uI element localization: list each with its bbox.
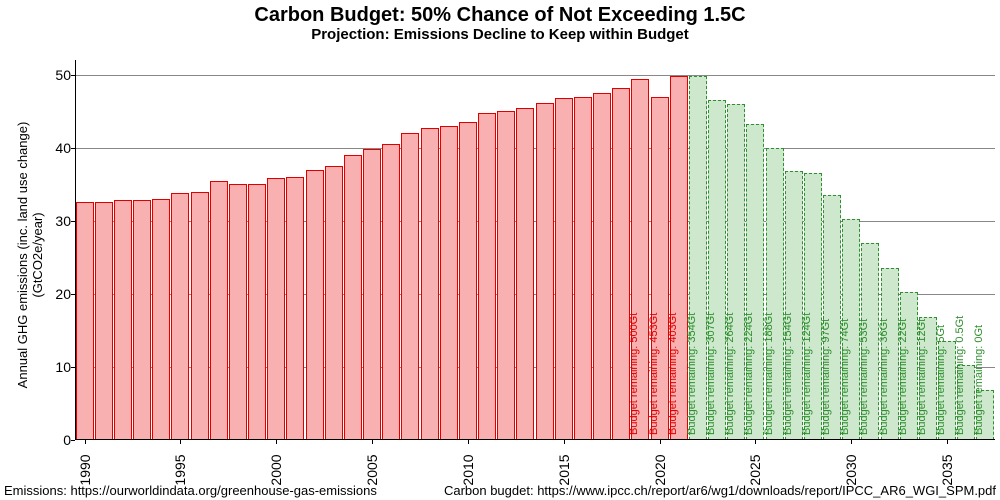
bar-2001 bbox=[286, 177, 304, 440]
bar-label-2024: Budget remaining: 264Gt bbox=[724, 313, 736, 438]
bar-1991 bbox=[95, 202, 113, 440]
chart-title: Carbon Budget: 50% Chance of Not Exceedi… bbox=[0, 0, 1000, 26]
bar-2016 bbox=[574, 97, 592, 440]
bar-2007 bbox=[401, 133, 419, 440]
bar-label-2037: Budget remaining: 0Gt bbox=[973, 325, 985, 438]
bar-2013 bbox=[516, 108, 534, 441]
y-axis-line bbox=[75, 60, 76, 440]
xtick-2010: 2010 bbox=[460, 454, 476, 485]
bar-label-2035: Budget remaining: 5Gt bbox=[935, 325, 947, 438]
xtick-2000: 2000 bbox=[268, 454, 284, 485]
bar-label-2028: Budget remaining: 124Gt bbox=[801, 313, 813, 438]
chart-subtitle: Projection: Emissions Decline to Keep wi… bbox=[0, 26, 1000, 43]
bar-1990 bbox=[76, 202, 94, 440]
xtick-2035: 2035 bbox=[939, 454, 955, 485]
bar-label-2023: Budget remaining: 307Gt bbox=[705, 313, 717, 438]
bar-label-2020: Budget remaining: 453Gt bbox=[648, 313, 660, 438]
xtick-2005: 2005 bbox=[364, 454, 380, 485]
bar-label-2025: Budget remaining: 224Gt bbox=[743, 313, 755, 438]
bar-2017 bbox=[593, 93, 611, 440]
bar-2011 bbox=[478, 113, 496, 440]
bar-1994 bbox=[152, 199, 170, 440]
ytick-40: 40 bbox=[55, 140, 71, 156]
bar-2008 bbox=[421, 128, 439, 440]
ytick-0: 0 bbox=[63, 432, 71, 448]
xtick-1995: 1995 bbox=[172, 454, 188, 485]
bar-1999 bbox=[248, 184, 266, 440]
bar-label-2033: Budget remaining: 22Gt bbox=[897, 319, 909, 438]
gridline bbox=[75, 75, 995, 76]
ytick-30: 30 bbox=[55, 213, 71, 229]
y-ticks: 01020304050 bbox=[0, 60, 75, 440]
bar-2003 bbox=[325, 166, 343, 440]
bar-1993 bbox=[133, 200, 151, 440]
plot-area: Budget remaining: 500Gt Budget remaining:… bbox=[75, 60, 995, 440]
bar-1998 bbox=[229, 184, 247, 440]
bar-2000 bbox=[267, 178, 285, 440]
bar-label-2036: Budget remaining: 0.5Gt bbox=[954, 316, 966, 438]
bar-1992 bbox=[114, 200, 132, 440]
bar-label-2029: Budget remaining: 97Gt bbox=[820, 319, 832, 438]
bar-2006 bbox=[382, 144, 400, 440]
bar-2009 bbox=[440, 126, 458, 440]
bar-label-2022: Budget remaining: 354Gt bbox=[686, 313, 698, 438]
xtick-2025: 2025 bbox=[747, 454, 763, 485]
bar-label-2026: Budget remaining: 188Gt bbox=[763, 313, 775, 438]
xtick-2015: 2015 bbox=[556, 454, 572, 485]
bar-label-2030: Budget remaining: 74Gt bbox=[839, 319, 851, 438]
xtick-2030: 2030 bbox=[843, 454, 859, 485]
bar-2014 bbox=[536, 103, 554, 440]
bar-2015 bbox=[555, 98, 573, 440]
bar-label-2032: Budget remaining: 36Gt bbox=[878, 319, 890, 438]
bar-label-2021: Budget remaining: 403Gt bbox=[667, 313, 679, 438]
ytick-20: 20 bbox=[55, 286, 71, 302]
ytick-50: 50 bbox=[55, 67, 71, 83]
xtick-2020: 2020 bbox=[652, 454, 668, 485]
ytick-10: 10 bbox=[55, 359, 71, 375]
x-ticks: 1990199520002005201020152020202520302035 bbox=[75, 440, 995, 480]
footer-left: Emissions: https://ourworldindata.org/gr… bbox=[4, 483, 377, 498]
footer-right: Carbon bugdet: https://www.ipcc.ch/repor… bbox=[444, 483, 996, 498]
bar-label-2027: Budget remaining: 154Gt bbox=[782, 313, 794, 438]
bar-2002 bbox=[306, 170, 324, 440]
bar-1997 bbox=[210, 181, 228, 440]
bar-1995 bbox=[171, 193, 189, 440]
bar-label-2019: Budget remaining: 500Gt bbox=[628, 313, 640, 438]
bar-2012 bbox=[497, 111, 515, 440]
bar-label-2031: Budget remaining: 53Gt bbox=[858, 319, 870, 438]
bar-1996 bbox=[191, 192, 209, 440]
bar-2010 bbox=[459, 122, 477, 440]
bar-2004 bbox=[344, 155, 362, 440]
bar-label-2034: Budget remaining: 12Gt bbox=[916, 319, 928, 438]
bar-2005 bbox=[363, 149, 381, 440]
xtick-1990: 1990 bbox=[77, 454, 93, 485]
